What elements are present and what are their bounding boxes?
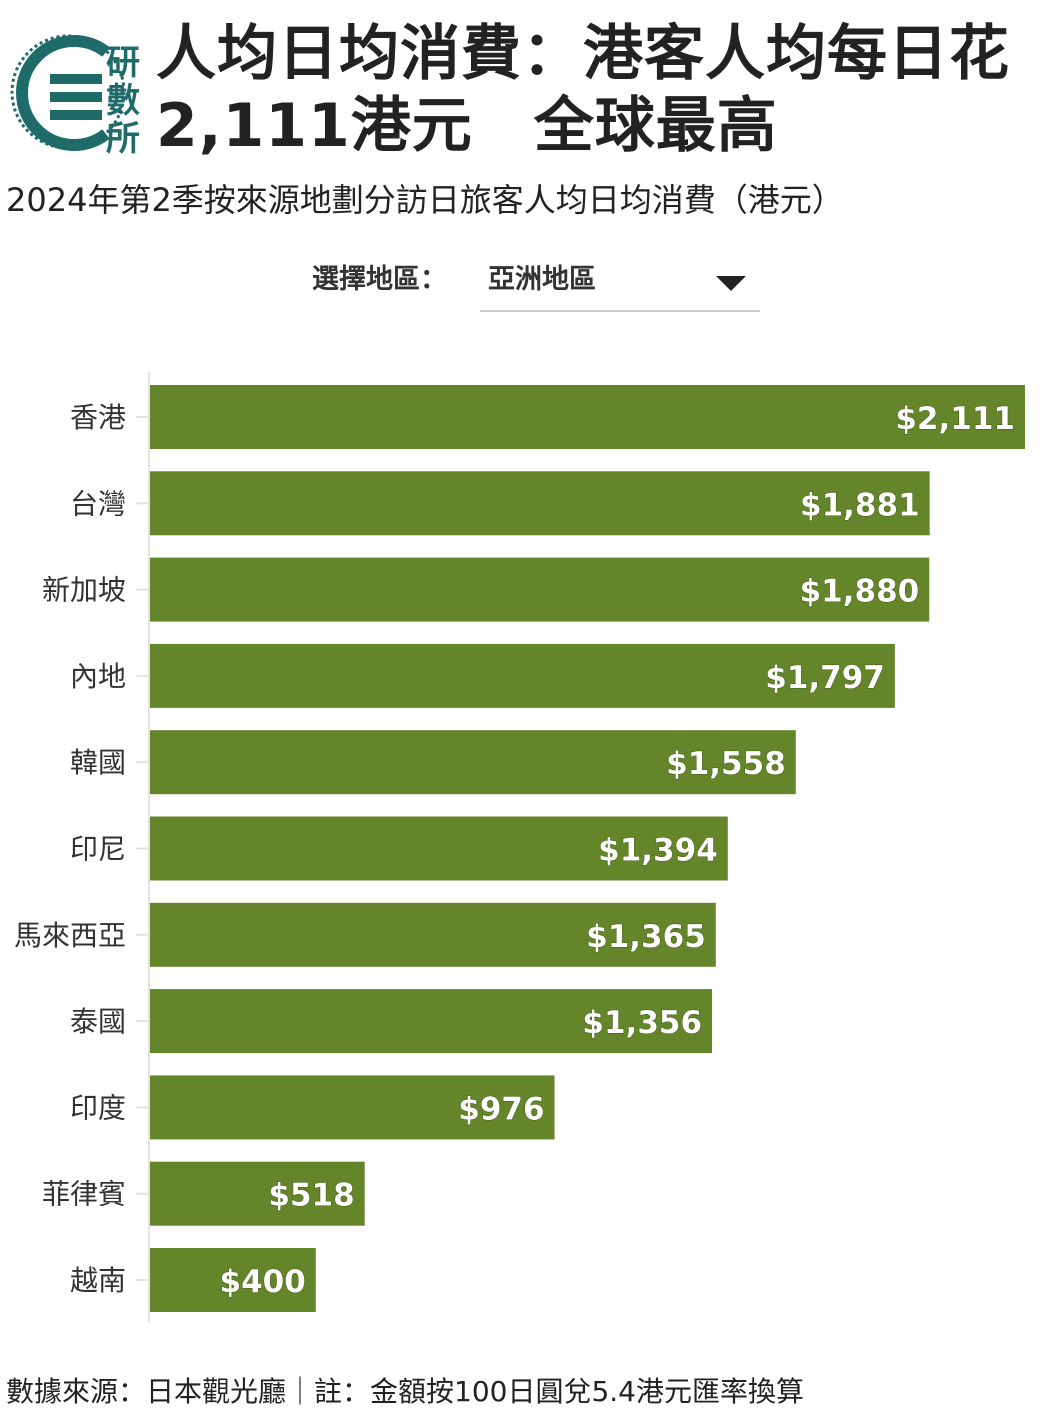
data-label: $1,797 [765,660,885,696]
bar[interactable] [150,643,895,708]
data-label: $400 [220,1264,306,1300]
bar[interactable] [150,1075,555,1140]
bar[interactable] [150,1248,316,1312]
chart-subtitle: 2024年第2季按來源地劃分訪日旅客人均日均消費（港元） [6,181,844,219]
page-title: 人均日均消費：港客人均每日花 2,111港元 全球最高 [156,18,1036,162]
data-label: $1,365 [586,919,706,955]
category-label: 內地 [70,660,126,693]
logo-char: 研 [106,43,140,83]
bar[interactable] [150,816,728,881]
source-note: 數據來源：日本觀光廳｜註：金額按100日圓兌5.4港元匯率換算 [6,1375,804,1408]
category-label: 越南 [70,1264,126,1297]
data-label: $1,394 [598,833,718,869]
category-label: 泰國 [70,1005,126,1038]
category-label: 香港 [70,401,126,434]
category-label: 韓國 [70,746,126,779]
title-line-1: 人均日均消費：港客人均每日花 [156,19,1010,89]
category-label: 新加坡 [42,574,126,607]
data-label: $976 [458,1091,544,1127]
data-label: $2,111 [895,401,1015,437]
title-line-2: 2,111港元 全球最高 [156,91,778,161]
logo-char: 所 [106,119,140,159]
category-label: 馬來西亞 [14,919,126,952]
data-label: $1,356 [582,1005,702,1041]
region-filter-label: 選擇地區： [312,264,447,295]
region-select[interactable]: 亞洲地區 [480,256,760,312]
bar[interactable] [150,902,716,967]
category-label: 印尼 [70,833,126,866]
bar[interactable] [150,730,796,795]
bar-chart: 香港 $2,111 台灣 $1,881 新加坡 $1,880 內地 $1,797 韓國 $1,55… [14,372,1025,1322]
data-label: $1,558 [666,746,786,782]
bar[interactable] [150,557,930,622]
logo: 研 數 所 [10,34,140,159]
chevron-down-icon [716,276,746,291]
data-label: $1,880 [800,574,920,610]
data-label: $1,881 [800,487,920,523]
bar[interactable] [150,1161,365,1226]
bar[interactable] [150,471,930,536]
bar[interactable] [150,989,713,1054]
category-label: 台灣 [70,487,126,520]
region-select-value: 亞洲地區 [488,264,596,295]
data-label: $518 [268,1178,354,1214]
bar[interactable] [150,385,1025,449]
category-label: 菲律賓 [42,1178,126,1211]
category-label: 印度 [70,1091,126,1124]
logo-char: 數 [106,81,140,121]
